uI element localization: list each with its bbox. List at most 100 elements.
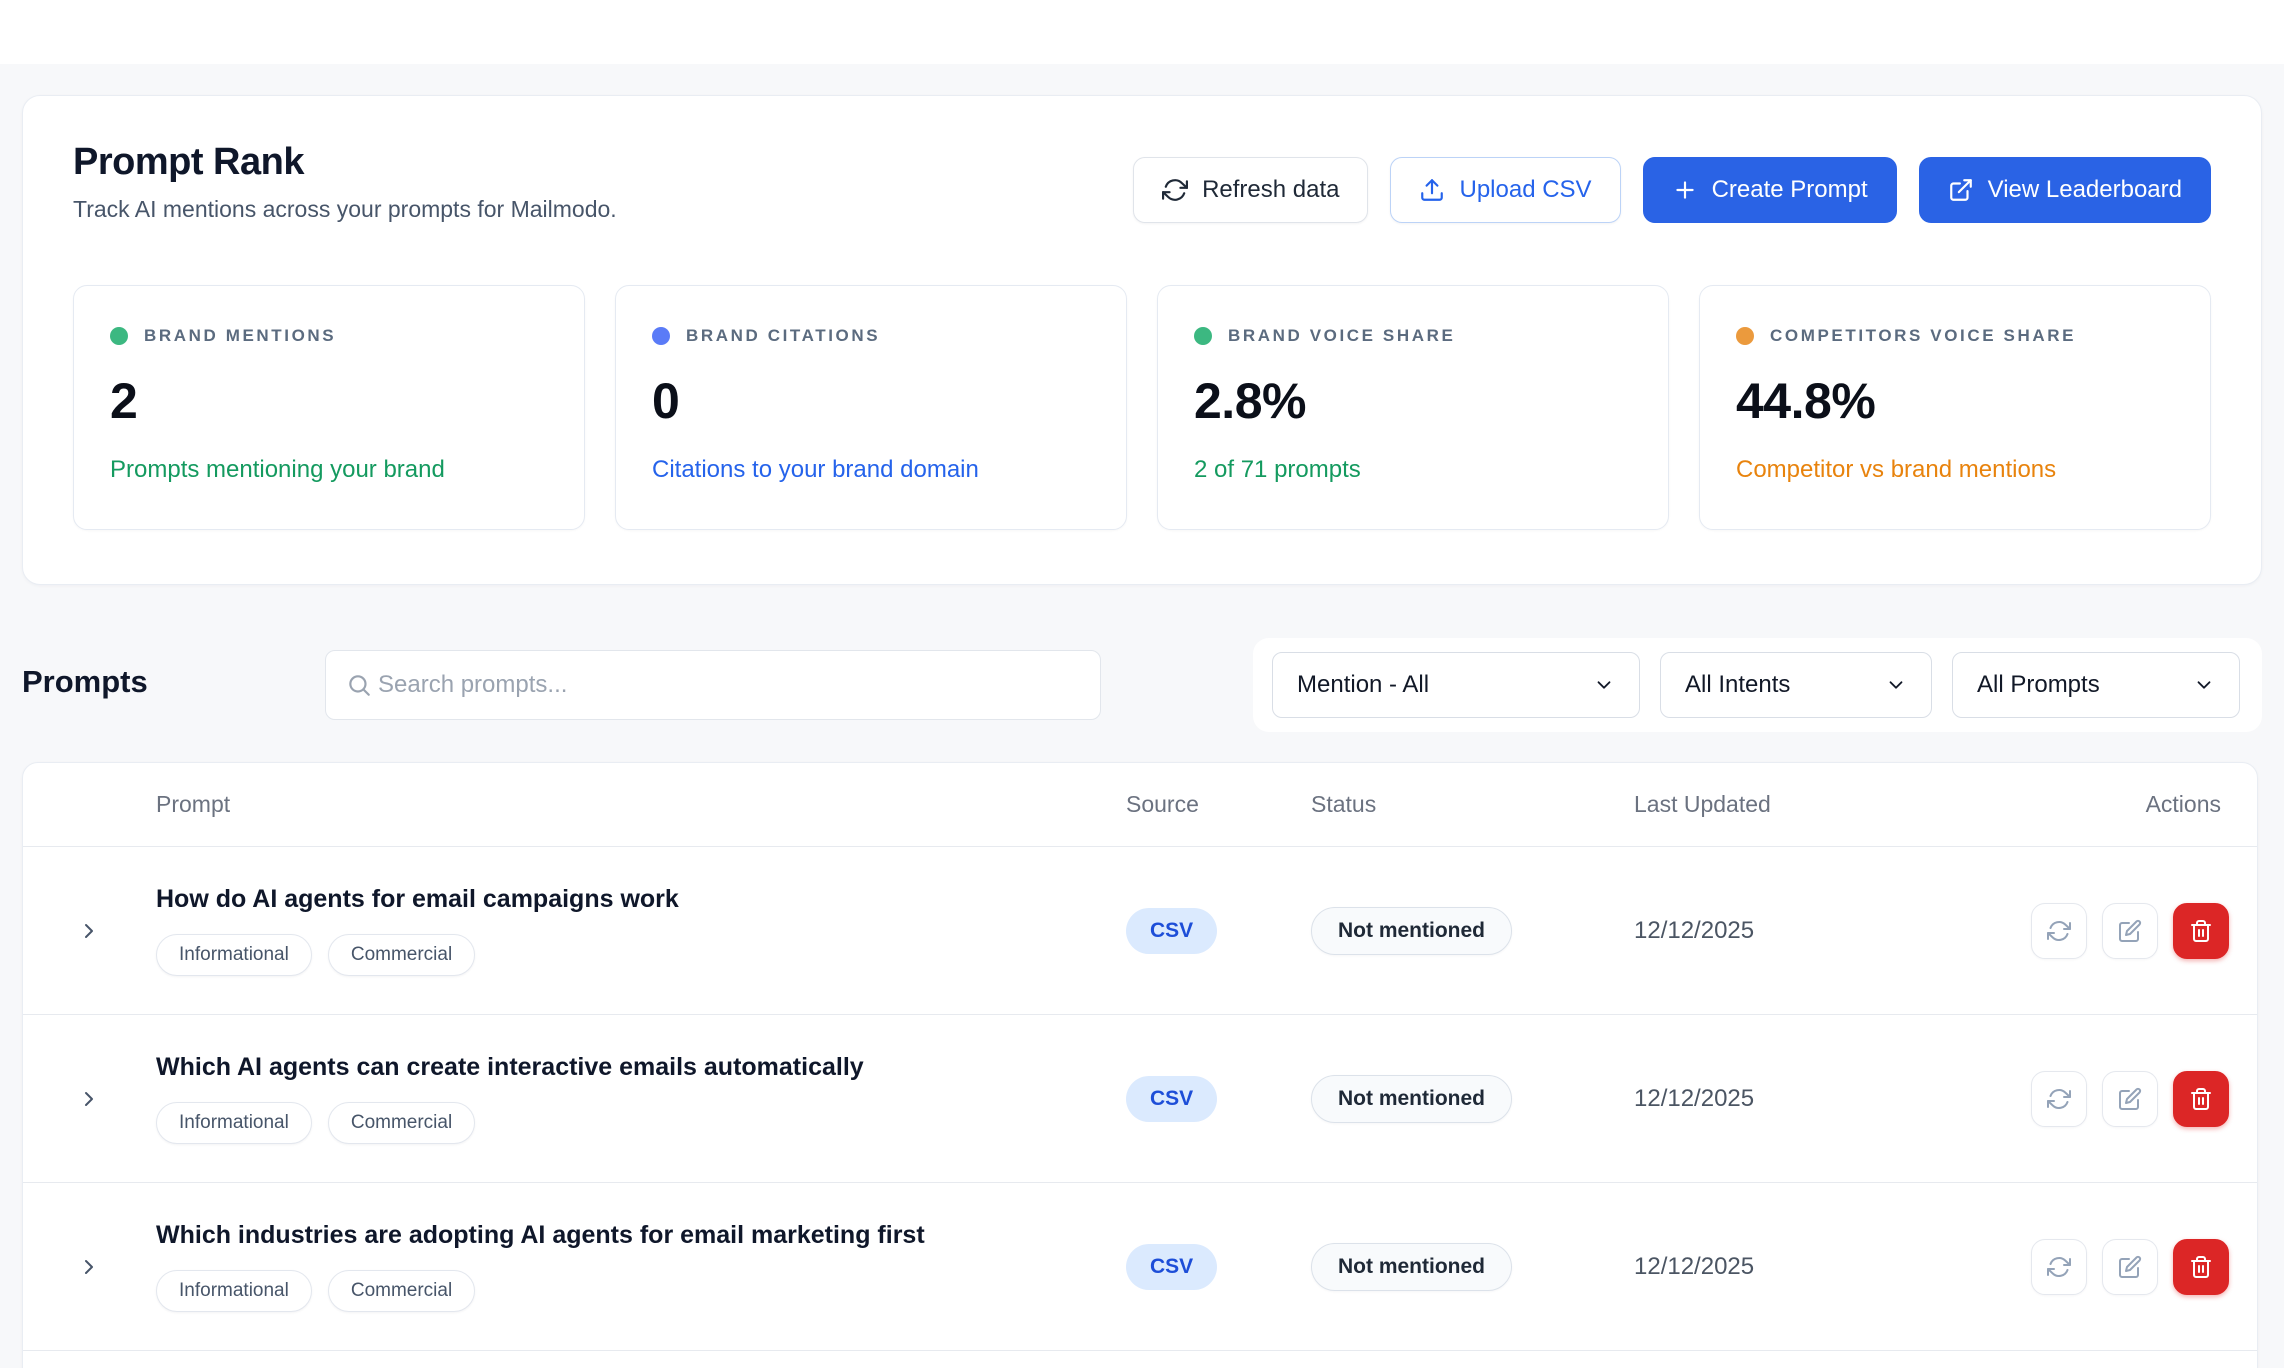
- prompts-table: Prompt Source Status Last Updated Action…: [22, 762, 2258, 1368]
- expand-row-chevron-right-icon[interactable]: [77, 919, 101, 943]
- page-subtitle: Track AI mentions across your prompts fo…: [73, 196, 617, 222]
- refresh-data-button[interactable]: Refresh data: [1133, 157, 1369, 223]
- stat-dot: [1194, 327, 1212, 345]
- col-source: Source: [1126, 791, 1199, 817]
- tag-informational: Informational: [156, 934, 312, 976]
- status-badge: Not mentioned: [1311, 906, 1512, 955]
- create-prompt-button[interactable]: Create Prompt: [1642, 157, 1897, 223]
- external-link-icon: [1948, 177, 1974, 203]
- delete-prompt-button[interactable]: [2173, 1238, 2229, 1295]
- search-box: [325, 650, 1101, 720]
- delete-prompt-button[interactable]: [2173, 902, 2229, 959]
- upload-csv-label: Upload CSV: [1459, 176, 1592, 203]
- expand-row-chevron-right-icon[interactable]: [77, 1255, 101, 1279]
- trash-icon: [2189, 1255, 2213, 1279]
- stat-label: BRAND VOICE SHARE: [1228, 326, 1456, 345]
- refresh-icon: [2047, 1255, 2071, 1279]
- tag-informational: Informational: [156, 1102, 312, 1144]
- edit-prompt-button[interactable]: [2102, 1070, 2158, 1127]
- prompt-title: Which industries are adopting AI agents …: [156, 1221, 925, 1249]
- prompts-filter-dropdown[interactable]: All Prompts: [1952, 652, 2240, 718]
- prompts-filter-value: All Prompts: [1977, 671, 2100, 698]
- refresh-icon: [2047, 1087, 2071, 1111]
- chevron-down-icon: [2177, 674, 2215, 696]
- chevron-down-icon: [1869, 674, 1907, 696]
- upload-csv-button[interactable]: Upload CSV: [1390, 157, 1621, 223]
- header-text-block: Prompt Rank Track AI mentions across you…: [73, 141, 617, 223]
- chevron-down-icon: [1577, 674, 1615, 696]
- col-last-updated: Last Updated: [1634, 791, 1771, 817]
- tag-commercial: Commercial: [327, 1270, 476, 1312]
- edit-icon: [2118, 919, 2142, 943]
- stat-subtext: 2 of 71 prompts: [1194, 456, 1361, 483]
- stat-label: BRAND MENTIONS: [144, 326, 337, 345]
- edit-icon: [2118, 1087, 2142, 1111]
- refresh-prompt-button[interactable]: [2031, 902, 2087, 959]
- status-badge: Not mentioned: [1311, 1242, 1512, 1291]
- prompts-section-heading: Prompts: [22, 664, 148, 699]
- table-header-row: Prompt Source Status Last Updated Action…: [23, 763, 2257, 847]
- stat-subtext: Prompts mentioning your brand: [110, 456, 445, 483]
- stat-card-brand-citations: BRAND CITATIONS 0 Citations to your bran…: [615, 285, 1127, 530]
- tag-commercial: Commercial: [327, 934, 476, 976]
- source-badge: CSV: [1126, 907, 1218, 954]
- stat-value: 0: [652, 373, 680, 429]
- status-badge: Not mentioned: [1311, 1074, 1512, 1123]
- last-updated-date: 12/12/2025: [1634, 916, 1755, 944]
- tag-commercial: Commercial: [327, 1102, 476, 1144]
- refresh-data-label: Refresh data: [1202, 176, 1340, 203]
- stat-dot: [1736, 327, 1754, 345]
- edit-prompt-button[interactable]: [2102, 902, 2158, 959]
- stat-subtext: Citations to your brand domain: [652, 456, 979, 483]
- trash-icon: [2189, 1087, 2213, 1111]
- stat-dot: [652, 327, 670, 345]
- upload-icon: [1419, 177, 1445, 203]
- delete-prompt-button[interactable]: [2173, 1070, 2229, 1127]
- tag-informational: Informational: [156, 1270, 312, 1312]
- refresh-icon: [2047, 919, 2071, 943]
- stats-row: BRAND MENTIONS 2 Prompts mentioning your…: [73, 285, 2211, 530]
- refresh-icon: [1162, 177, 1189, 203]
- stat-dot: [110, 327, 128, 345]
- mention-filter-dropdown[interactable]: Mention - All: [1272, 652, 1640, 718]
- stat-card-brand-voice-share: BRAND VOICE SHARE 2.8% 2 of 71 prompts: [1157, 285, 1669, 530]
- top-strip: [0, 0, 2284, 64]
- refresh-prompt-button[interactable]: [2031, 1070, 2087, 1127]
- last-updated-date: 12/12/2025: [1634, 1084, 1755, 1112]
- header-actions: Refresh data Upload CSV Create Prompt Vi…: [1133, 157, 2211, 223]
- expand-row-chevron-right-icon[interactable]: [77, 1087, 101, 1111]
- intents-filter-dropdown[interactable]: All Intents: [1660, 652, 1932, 718]
- intents-filter-value: All Intents: [1685, 671, 1791, 698]
- mention-filter-value: Mention - All: [1297, 671, 1430, 698]
- prompt-title: Which AI agents can create interactive e…: [156, 1053, 864, 1081]
- stat-value: 44.8%: [1736, 373, 1876, 429]
- edit-prompt-button[interactable]: [2102, 1238, 2158, 1295]
- prompt-title: How do AI agents for email campaigns wor…: [156, 885, 679, 913]
- stat-label: COMPETITORS VOICE SHARE: [1770, 326, 2077, 345]
- last-updated-date: 12/12/2025: [1634, 1252, 1755, 1280]
- refresh-prompt-button[interactable]: [2031, 1238, 2087, 1295]
- table-row: Which AI agents can create interactive e…: [23, 1015, 2257, 1183]
- edit-icon: [2118, 1255, 2142, 1279]
- search-prompts-input[interactable]: [358, 671, 1080, 699]
- view-leaderboard-label: View Leaderboard: [1987, 176, 2182, 203]
- stat-subtext: Competitor vs brand mentions: [1736, 456, 2057, 483]
- col-prompt: Prompt: [156, 791, 231, 817]
- stat-label: BRAND CITATIONS: [686, 326, 881, 345]
- stat-value: 2: [110, 373, 138, 429]
- plus-icon: [1672, 177, 1698, 203]
- col-actions: Actions: [2145, 791, 2221, 817]
- table-row-partial: [23, 1351, 2257, 1368]
- create-prompt-label: Create Prompt: [1711, 176, 1868, 203]
- stat-card-competitors-voice-share: COMPETITORS VOICE SHARE 44.8% Competitor…: [1699, 285, 2211, 530]
- header-card: Prompt Rank Track AI mentions across you…: [22, 95, 2262, 585]
- table-row: How do AI agents for email campaigns wor…: [23, 847, 2257, 1015]
- stat-value: 2.8%: [1194, 373, 1306, 429]
- page-title: Prompt Rank: [73, 141, 304, 183]
- stat-card-brand-mentions: BRAND MENTIONS 2 Prompts mentioning your…: [73, 285, 585, 530]
- view-leaderboard-button[interactable]: View Leaderboard: [1918, 157, 2211, 223]
- source-badge: CSV: [1126, 1075, 1218, 1122]
- trash-icon: [2189, 919, 2213, 943]
- source-badge: CSV: [1126, 1243, 1218, 1290]
- table-row: Which industries are adopting AI agents …: [23, 1183, 2257, 1351]
